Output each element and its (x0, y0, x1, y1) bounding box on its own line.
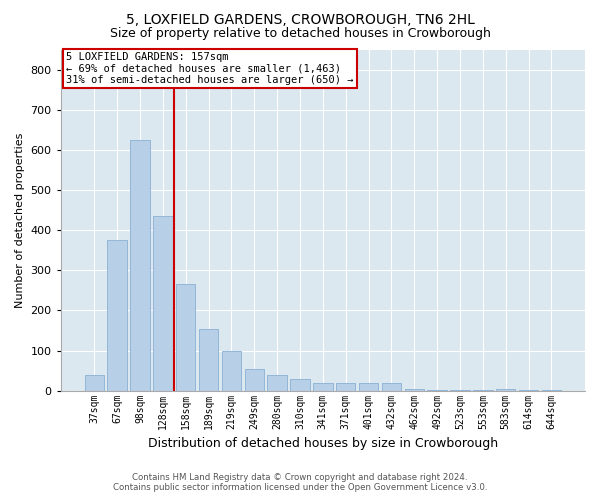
Bar (221, 350, 241, 391)
Y-axis label: Number of detached properties: Number of detached properties (15, 132, 25, 308)
Bar (107, 240, 127, 390)
Bar (404, 388, 424, 390)
Bar (496, 388, 515, 390)
Bar (336, 382, 355, 390)
Bar (245, 368, 264, 390)
Text: 5, LOXFIELD GARDENS, CROWBOROUGH, TN6 2HL: 5, LOXFIELD GARDENS, CROWBOROUGH, TN6 2H… (125, 12, 475, 26)
Bar (85, 374, 104, 390)
Bar (359, 382, 378, 390)
Text: Size of property relative to detached houses in Crowborough: Size of property relative to detached ho… (110, 28, 490, 40)
X-axis label: Distribution of detached houses by size in Crowborough: Distribution of detached houses by size … (148, 437, 498, 450)
Bar (290, 378, 310, 390)
Bar (268, 374, 287, 390)
Bar (176, 284, 196, 391)
Text: 5 LOXFIELD GARDENS: 157sqm
← 69% of detached houses are smaller (1,463)
31% of s: 5 LOXFIELD GARDENS: 157sqm ← 69% of deta… (66, 52, 353, 85)
Bar (130, 140, 149, 390)
Bar (199, 328, 218, 390)
Bar (153, 216, 173, 390)
Bar (313, 382, 332, 390)
Bar (382, 382, 401, 390)
Text: Contains HM Land Registry data © Crown copyright and database right 2024.
Contai: Contains HM Land Registry data © Crown c… (113, 473, 487, 492)
